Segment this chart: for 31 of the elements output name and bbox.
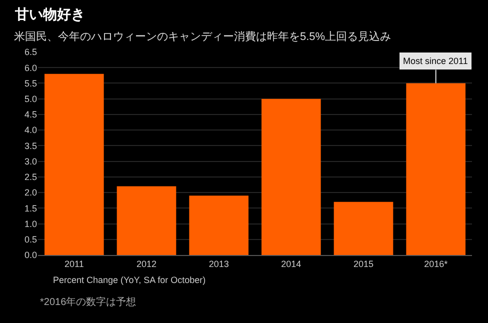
y-tick-label: 2.5 bbox=[24, 172, 37, 182]
chart-subtitle: 米国民、今年のハロウィーンのキャンディー消費は昨年を5.5%上回る見込み bbox=[14, 30, 392, 43]
y-tick-label: 6.5 bbox=[24, 47, 37, 58]
y-tick-label: 1.5 bbox=[24, 203, 37, 214]
y-tick-label: 0.5 bbox=[24, 234, 37, 245]
bar bbox=[262, 98, 321, 255]
y-tick-label: 0.0 bbox=[24, 250, 37, 260]
x-tick-label: 2014 bbox=[281, 258, 302, 269]
y-tick-label: 3.5 bbox=[24, 140, 37, 151]
y-tick-label: 3.0 bbox=[24, 156, 37, 166]
y-tick-label: 5.5 bbox=[24, 78, 37, 88]
annotation: Most since 2011 bbox=[403, 56, 468, 66]
x-axis-title: Percent Change (YoY, SA for October) bbox=[53, 275, 206, 285]
bar bbox=[406, 83, 466, 255]
y-tick-label: 4.5 bbox=[24, 110, 37, 120]
x-tick-label: 2011 bbox=[64, 258, 84, 269]
x-tick-label: 2015 bbox=[353, 258, 374, 269]
bar bbox=[334, 202, 394, 255]
y-tick-label: 5.0 bbox=[24, 94, 37, 104]
x-tick-label: 2016* bbox=[424, 258, 448, 269]
bar bbox=[189, 196, 248, 255]
x-tick-label: 2013 bbox=[208, 258, 229, 269]
text: *2016年の数字は予想 bbox=[40, 296, 136, 308]
y-tick-label: 2.0 bbox=[24, 188, 37, 198]
bar bbox=[116, 186, 176, 255]
y-tick-label: 1.0 bbox=[24, 218, 37, 229]
y-tick-label: 6.0 bbox=[24, 62, 37, 73]
bar bbox=[44, 74, 104, 255]
x-tick-label: 2012 bbox=[136, 258, 157, 269]
y-tick-label: 4.0 bbox=[24, 125, 37, 136]
chart-title: 甘い物好き bbox=[14, 6, 85, 22]
